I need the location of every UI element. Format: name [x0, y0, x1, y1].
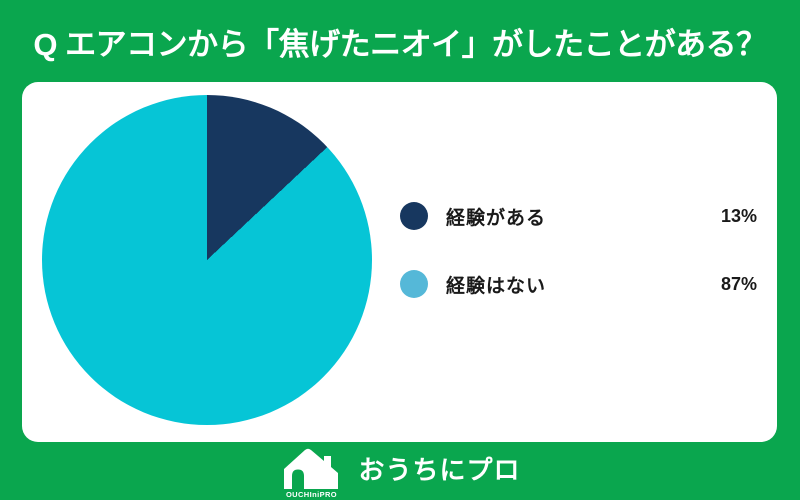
brand-name: おうちにプロ — [358, 454, 521, 485]
house-icon — [284, 448, 339, 489]
legend-value: 87% — [720, 273, 757, 294]
footer-bar: OUCHIniPRO おうちにプロ — [0, 442, 800, 500]
header-bar: Q エアコンから「焦げたニオイ」がしたことがある？ — [0, 0, 800, 82]
legend-swatch — [400, 202, 428, 230]
legend-item: 経験がある 13% — [400, 201, 757, 231]
brand-logo: OUCHIniPRO — [279, 447, 343, 499]
pie-chart — [42, 95, 372, 425]
logo-caption: OUCHIniPRO — [285, 490, 338, 499]
chart-card: 経験がある 13% 経験はない 87% — [22, 82, 777, 442]
legend-value: 13% — [720, 205, 757, 226]
legend-item: 経験はない 87% — [400, 269, 757, 299]
legend-swatch — [400, 270, 428, 298]
page-title: Q エアコンから「焦げたニオイ」がしたことがある？ — [33, 26, 767, 62]
legend-label: 経験がある — [446, 207, 547, 229]
legend-label: 経験はない — [446, 275, 547, 297]
legend: 経験がある 13% 経験はない 87% — [400, 201, 757, 299]
